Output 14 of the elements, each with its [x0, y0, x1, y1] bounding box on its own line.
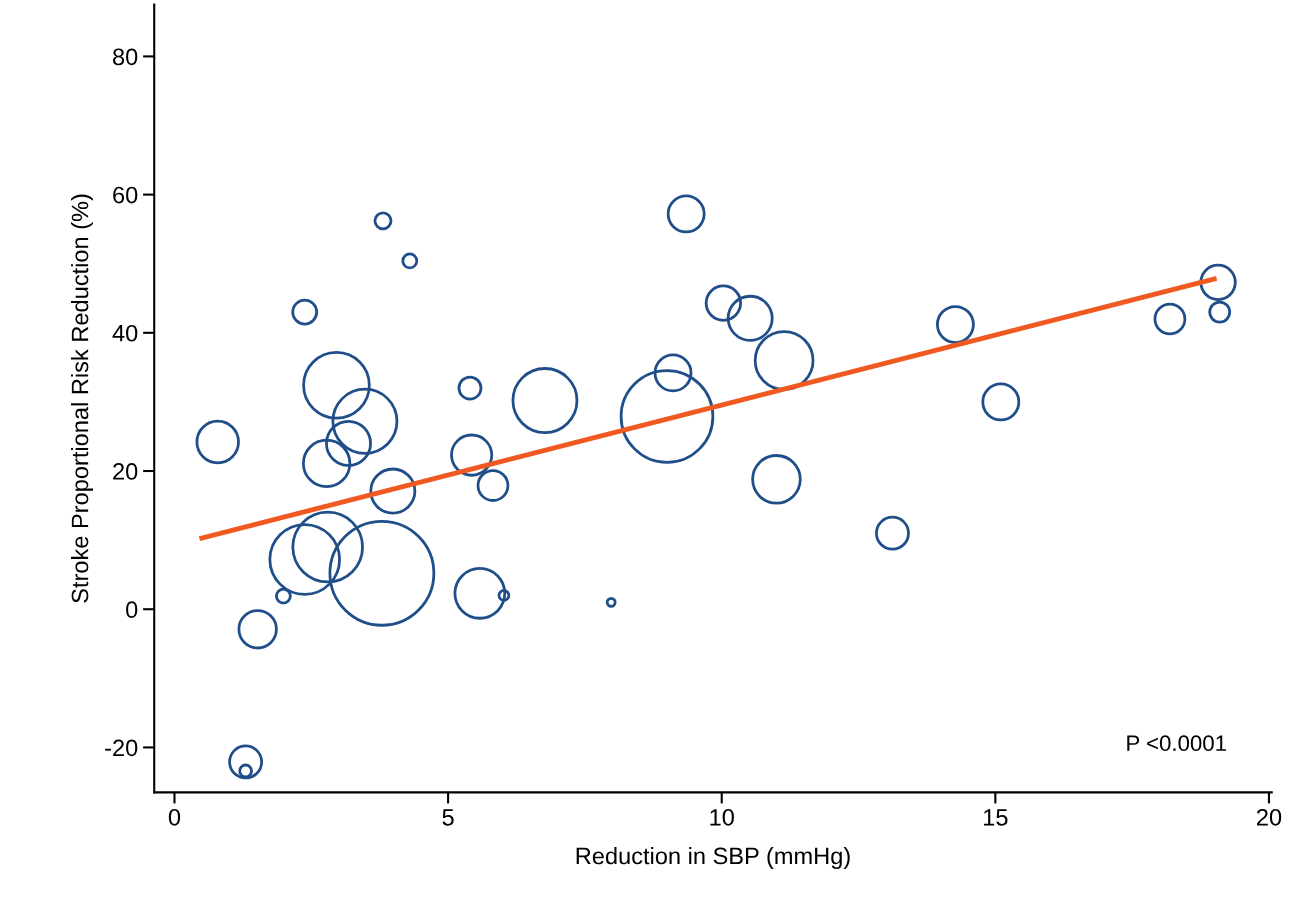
- y-tick-label: 0: [126, 601, 138, 619]
- y-tick-label: -20: [105, 739, 138, 757]
- annotation: P <0.0001: [1127, 735, 1226, 752]
- x-tick-label: 15: [984, 809, 1008, 826]
- x-tick-label: 10: [710, 808, 734, 826]
- y-tick-label: 80: [113, 48, 138, 66]
- y-tick-label: 20: [113, 463, 138, 480]
- x-tick-label: 0: [168, 808, 181, 826]
- x-tick-label: 20: [1257, 808, 1282, 826]
- x-tick-label: 5: [442, 809, 454, 826]
- y-tick-label: 40: [112, 324, 138, 342]
- y-axis-title: Stroke Proportional Risk Reduction (%): [71, 194, 94, 603]
- x-axis-title: Reduction in SBP (mmHg): [576, 846, 850, 869]
- y-tick-label: 60: [113, 186, 138, 204]
